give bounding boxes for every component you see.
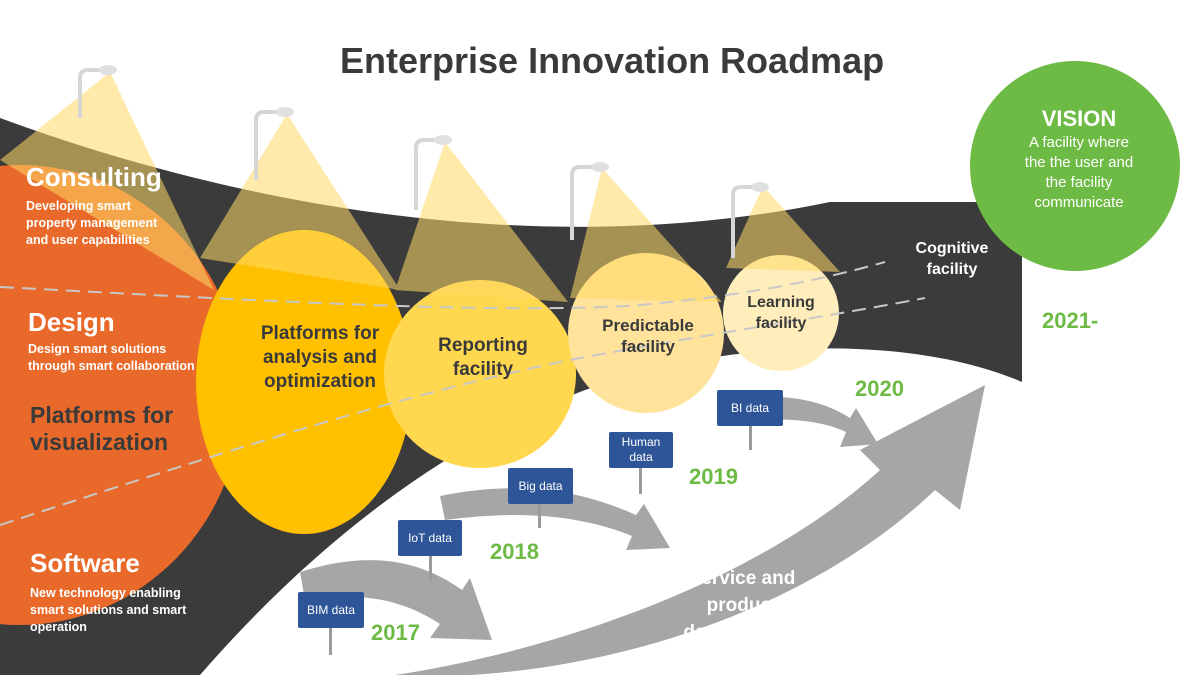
- lamp-head: [276, 107, 294, 117]
- lamp-posts: [78, 68, 755, 258]
- year-2017: 2017: [371, 620, 420, 645]
- area-design-title: Design: [28, 307, 115, 337]
- divider-line-lower: [0, 297, 926, 526]
- divider-lines: [0, 261, 926, 526]
- stage-label-reporting: Reporting facility: [438, 335, 528, 380]
- tag-pole: [749, 426, 752, 450]
- area-consulting-description: Developing smart property management and…: [26, 199, 158, 247]
- area-software-title: Software: [30, 548, 140, 578]
- data-flow-arrow: [760, 396, 878, 447]
- page-title: Enterprise Innovation Roadmap: [340, 40, 885, 81]
- data-tag-iot: IoT data: [398, 520, 462, 556]
- data-tag-bim: BIM data: [298, 592, 364, 628]
- lamp-head: [99, 65, 117, 75]
- vision-title: VISION: [1041, 106, 1117, 131]
- vision-text: A facility where the the user and the fa…: [1024, 134, 1134, 211]
- area-software-description: New technology enabling smart solutions …: [30, 586, 187, 634]
- stage-circle-analysis: [196, 230, 412, 534]
- data-tag-human: Human data: [609, 432, 673, 468]
- vision-circle: [970, 61, 1180, 271]
- divider-line-upper: [0, 261, 886, 310]
- year-2021: 2021-: [1042, 308, 1099, 333]
- data-tag-big: Big data: [508, 468, 573, 504]
- service-development-arrow: [395, 385, 985, 675]
- year-2019: 2019: [689, 464, 738, 489]
- light-cone: [0, 72, 214, 290]
- light-cone: [570, 168, 722, 302]
- lamp-post: [78, 68, 104, 118]
- area-visualization-title: Platforms for visualization: [30, 402, 174, 455]
- tag-pole: [639, 468, 642, 494]
- service-development-label: Service and product development: [683, 568, 801, 643]
- light-cone: [395, 142, 568, 302]
- lamp-post: [414, 138, 438, 210]
- data-flow-arrow: [300, 560, 492, 640]
- orange-area-circle: [0, 165, 242, 625]
- lamp-post: [731, 185, 755, 258]
- lamp-light-cones: [0, 72, 840, 302]
- stage-label-analysis: Platforms for analysis and optimization: [260, 323, 380, 392]
- lamp-heads: [99, 65, 769, 192]
- year-2018: 2018: [490, 539, 539, 564]
- tag-pole: [329, 628, 332, 655]
- stage-label-predictable: Predictable facility: [602, 316, 694, 356]
- stage-circle-reporting: [384, 280, 576, 468]
- tag-pole: [538, 504, 541, 528]
- tag-pole: [429, 556, 432, 580]
- area-design-description: Design smart solutions through smart col…: [28, 342, 195, 373]
- lamp-head: [434, 135, 452, 145]
- light-cone: [200, 114, 400, 290]
- year-2020: 2020: [855, 376, 904, 401]
- data-flow-arrow: [440, 488, 670, 550]
- lamp-head: [751, 182, 769, 192]
- data-flow-arrows: [300, 396, 878, 640]
- stage-label-cognitive: Cognitive facility: [915, 240, 989, 278]
- stage-label-learning: Learning facility: [747, 294, 815, 332]
- area-consulting-title: Consulting: [26, 162, 162, 192]
- lamp-post: [254, 110, 280, 180]
- light-cone: [726, 186, 840, 272]
- stage-circle-learning: [723, 255, 839, 371]
- lamp-post: [570, 165, 595, 240]
- data-tag-bi: BI data: [717, 390, 783, 426]
- lamp-head: [591, 162, 609, 172]
